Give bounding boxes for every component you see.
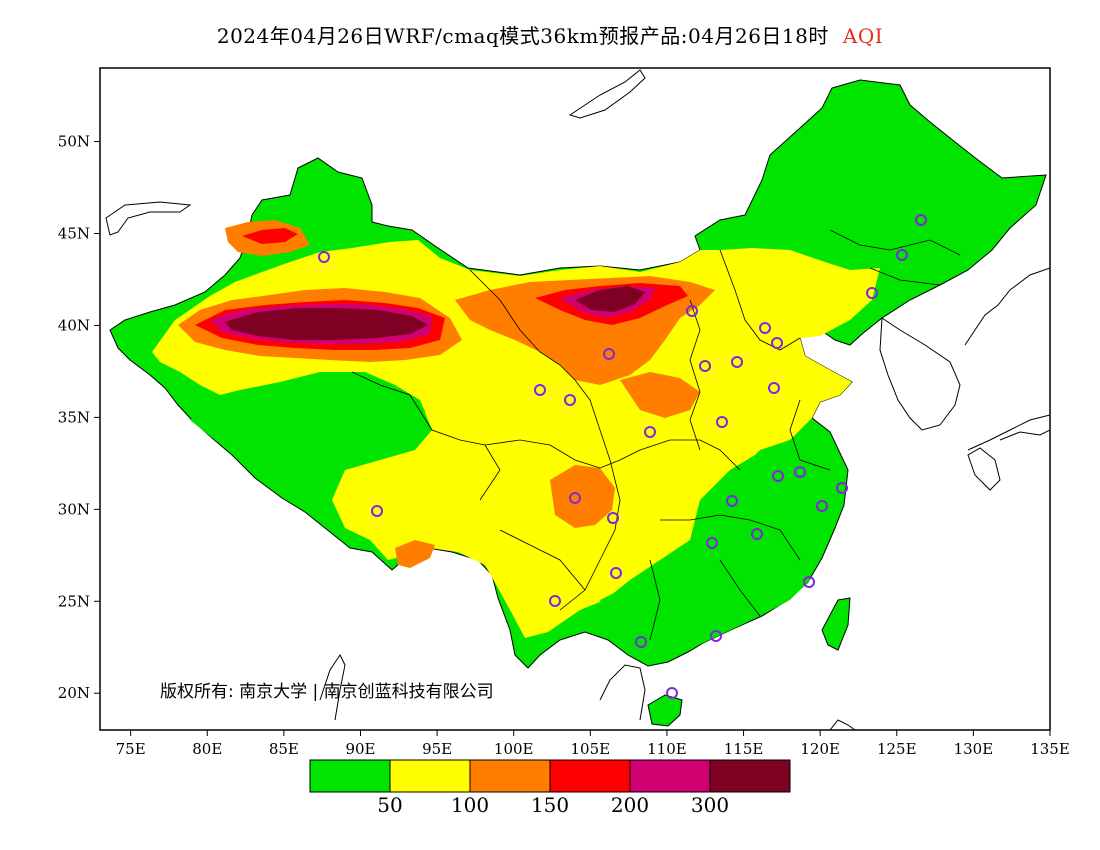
station-marker [706,537,718,549]
y-tick-label: 20N [58,684,90,702]
legend-label: 150 [531,793,569,817]
x-tick-label: 125E [877,740,917,758]
station-marker [768,382,780,394]
station-marker [836,482,848,494]
station-marker [607,512,619,524]
x-tick-label: 110E [647,740,687,758]
x-tick-label: 80E [192,740,222,758]
hainan-island [647,694,683,727]
x-tick-label: 95E [422,740,452,758]
station-marker [686,305,698,317]
y-tick-label: 25N [58,592,90,610]
legend-label: 100 [451,793,489,817]
x-tick-label: 135E [1030,740,1070,758]
x-tick-label: 105E [571,740,611,758]
station-marker [816,500,828,512]
station-marker [794,466,806,478]
taiwan-island [821,597,851,651]
station-marker [866,287,878,299]
legend-swatch [629,759,711,793]
aqi-zone-green-tibet [190,378,425,500]
y-tick-label: 40N [58,316,90,334]
station-marker [534,384,546,396]
station-marker [569,492,581,504]
station-marker [610,567,622,579]
x-tick-label: 120E [800,740,840,758]
x-tick-label: 115E [724,740,764,758]
station-marker [710,630,722,642]
legend-label: 300 [691,793,729,817]
aqi-zone-maroon-taklimakan [225,308,428,340]
map-frame [99,67,1051,731]
y-tick-label: 50N [58,133,90,151]
station-marker [726,495,738,507]
neighbour-coastlines [105,69,1050,730]
legend-label: 200 [611,793,649,817]
aqi-zone-orange-shanxi [620,372,700,418]
color-legend: 50 100 150 200 300 [309,759,791,817]
aqi-zone-orange-sichuan [550,465,615,528]
legend-swatch [309,759,391,793]
station-marker [699,360,711,372]
aqi-zone-green-south [600,548,810,662]
x-tick-label: 75E [116,740,146,758]
aqi-zone-orange-tibet-s [395,540,435,568]
x-tick-label: 100E [494,740,534,758]
station-marker [318,251,330,263]
station-marker [772,470,784,482]
station-marker [803,576,815,588]
station-marker [549,595,561,607]
legend-swatch [709,759,791,793]
station-marker [771,337,783,349]
legend-swatch [389,759,471,793]
station-marker [666,687,678,699]
map-layers [105,69,1050,730]
x-tick-label: 130E [954,740,994,758]
station-marker [896,249,908,261]
province-boundaries [351,229,961,641]
y-axis: 50N 45N 40N 35N 30N 25N 20N [58,133,100,702]
station-marker [603,348,615,360]
y-tick-label: 30N [58,500,90,518]
map-title: 2024年04月26日WRF/cmaq模式36km预报产品:04月26日18时 A… [0,20,1100,49]
aqi-zone-green-east [740,430,845,545]
station-marker [731,356,743,368]
station-marker [635,636,647,648]
x-tick-label: 90E [345,740,375,758]
station-markers [318,214,927,699]
legend-label: 50 [377,793,402,817]
station-marker [371,505,383,517]
legend-swatch [549,759,631,793]
copyright-text: 版权所有: 南京大学 | 南京创蓝科技有限公司 [160,682,494,702]
y-tick-label: 45N [58,225,90,243]
station-marker [564,394,576,406]
legend-swatch [469,759,551,793]
x-axis: 75E 80E 85E 90E 95E 100E 105E 110E 115E 120E 125E 1… [116,730,1070,758]
y-tick-label: 35N [58,408,90,426]
station-marker [759,322,771,334]
aqi-zone-maroon-north [575,286,645,312]
station-marker [644,426,656,438]
station-marker [915,214,927,226]
station-marker [751,528,763,540]
aqi-zone-red-west [242,228,298,244]
variable-label: AQI [842,24,884,48]
x-tick-label: 85E [269,740,299,758]
title-text: 2024年04月26日WRF/cmaq模式36km预报产品:04月26日18时 [216,24,829,48]
station-marker [716,416,728,428]
